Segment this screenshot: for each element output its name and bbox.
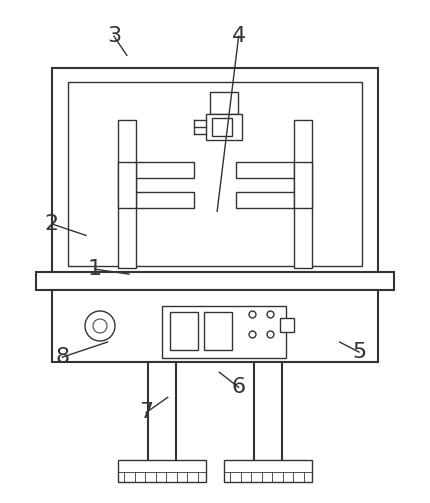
Bar: [236, 192, 294, 208]
Bar: [280, 318, 294, 332]
Bar: [68, 82, 362, 266]
Text: 6: 6: [232, 377, 246, 397]
Bar: [36, 272, 394, 290]
Bar: [210, 92, 238, 114]
Text: 7: 7: [139, 402, 153, 423]
Bar: [212, 118, 232, 136]
Bar: [136, 162, 194, 178]
Bar: [224, 460, 312, 482]
Bar: [118, 460, 206, 482]
Bar: [118, 120, 136, 268]
Bar: [206, 114, 242, 140]
Bar: [118, 162, 136, 208]
Bar: [254, 362, 282, 462]
Bar: [294, 120, 312, 268]
Bar: [236, 162, 294, 178]
Bar: [136, 192, 194, 208]
Bar: [294, 162, 312, 208]
Bar: [52, 290, 378, 362]
Text: 5: 5: [352, 342, 366, 362]
Bar: [170, 312, 198, 350]
Text: 2: 2: [45, 214, 58, 234]
Bar: [162, 306, 286, 358]
Bar: [52, 68, 378, 278]
Text: 8: 8: [55, 347, 69, 367]
Text: 3: 3: [107, 26, 121, 46]
Bar: [148, 362, 176, 462]
Bar: [204, 312, 232, 350]
Text: 4: 4: [232, 26, 246, 46]
Text: 1: 1: [88, 259, 101, 279]
